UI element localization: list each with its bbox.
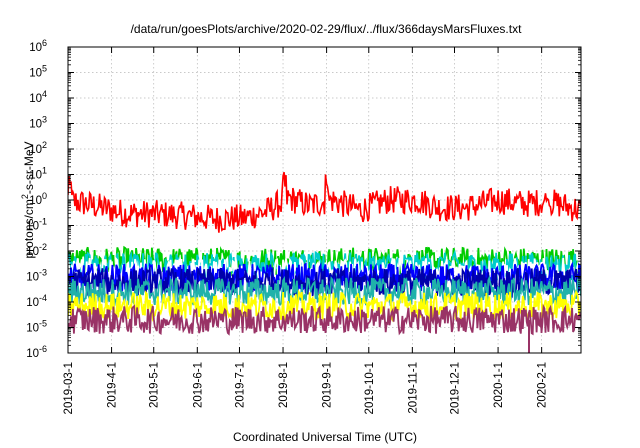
series-line [68, 303, 581, 336]
series-line [68, 171, 581, 233]
series-line [68, 265, 581, 299]
chart-title: /data/run/goesPlots/archive/2020-02-29/f… [131, 22, 523, 36]
y-tick-label: 105 [29, 64, 47, 80]
y-axis-label: protons/cm2-s-sr-MeV [20, 141, 36, 258]
y-tick-label: 10-3 [26, 268, 47, 284]
y-tick-label: 10-2 [26, 242, 47, 258]
y-tick-label: 10-4 [26, 293, 47, 309]
x-tick-label: 2019-10-1 [364, 362, 376, 414]
x-tick-label: 2019-12-1 [450, 362, 462, 414]
y-tick-label: 102 [29, 140, 47, 156]
series-layer [68, 171, 581, 353]
y-tick-label: 100 [29, 191, 47, 207]
x-tick-label: 2019-9-1 [322, 362, 334, 408]
x-axis: 2019-03-1 2019-4-1 2019-5-1 2019-6-1 2019-7-… [63, 47, 549, 414]
x-axis-label: Coordinated Universal Time (UTC) [233, 430, 417, 444]
x-tick-label: 2019-7-1 [234, 362, 246, 408]
y-tick-label: 106 [29, 38, 47, 54]
y-axis: 106 105 104 103 102 101 100 10-1 10-2 10-3 10-4 10-… [26, 38, 581, 360]
x-tick-label: 2019-4-1 [107, 362, 119, 408]
y-tick-label: 10-1 [26, 217, 47, 233]
y-tick-label: 103 [29, 115, 47, 131]
y-tick-label: 104 [29, 89, 47, 105]
y-tick-label: 101 [29, 166, 47, 182]
x-tick-label: 2019-6-1 [192, 362, 204, 408]
x-tick-label: 2019-8-1 [278, 362, 290, 408]
x-tick-label: 2019-5-1 [149, 362, 161, 408]
y-tick-label: 10-5 [26, 319, 47, 335]
y-tick-label: 10-6 [26, 344, 47, 360]
x-tick-label: 2019-11-1 [407, 362, 419, 414]
x-tick-label: 2019-03-1 [63, 362, 75, 414]
x-tick-label: 2020-1-1 [493, 362, 505, 408]
x-tick-label: 2020-2-1 [537, 362, 549, 408]
